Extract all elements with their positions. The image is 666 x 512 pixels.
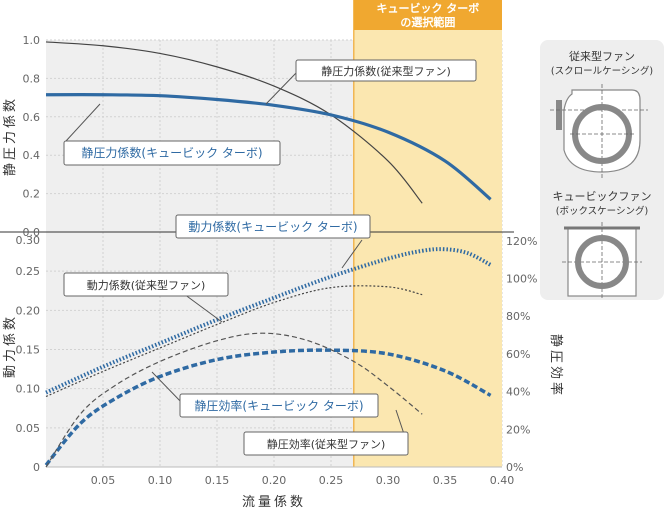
series-line-lower-0 (45, 247, 492, 395)
lower-y-tick-label: 0.15 (16, 344, 41, 357)
right-y-tick-label: 100% (506, 273, 537, 286)
right-y-tick-label: 20% (506, 423, 530, 436)
callout-text: 静圧力係数(従来型ファン) (321, 64, 451, 78)
upper-y-axis-title: 静圧力係数 (3, 96, 18, 176)
fan-diagram-panel: 従来型ファン (スクロールケーシング) キュービックファン (ボックスケーシング… (540, 40, 664, 300)
callout-conventional-power: 動力係数(従来型ファン) (63, 272, 229, 323)
callout-conventional-efficiency: 静圧効率(従来型ファン) (243, 409, 409, 456)
x-tick-label: 0.20 (262, 474, 287, 487)
x-tick-label: 0.30 (376, 474, 401, 487)
x-tick-label: 0.05 (91, 474, 116, 487)
lower-y-tick-label: 0.05 (16, 422, 41, 435)
series-line-upper-1 (45, 93, 492, 201)
upper-y-tick-label: 0.0 (23, 226, 41, 239)
callout-cubic-efficiency: 静圧効率(キュービック ターボ) (151, 371, 379, 418)
x-tick-label: 0.25 (319, 474, 344, 487)
callout-text: 静圧力係数(キュービック ターボ) (81, 145, 262, 160)
lower-y-tick-label: 0 (33, 461, 40, 474)
callout-text: 静圧効率(キュービック ターボ) (194, 398, 363, 413)
callout-cubic-power: 動力係数(キュービック ターボ) (175, 214, 371, 269)
right-y-axis-title: 静圧効率 (548, 334, 564, 398)
cubic-fan-subtitle: (ボックスケーシング) (556, 205, 648, 217)
upper-y-tick-label: 1.0 (23, 34, 41, 47)
scroll-casing-drawing (550, 84, 648, 178)
series-line-lower-3 (45, 332, 423, 468)
right-y-tick-label: 40% (506, 386, 530, 399)
upper-y-tick-label: 0.4 (23, 149, 41, 162)
selection-range-band (353, 22, 502, 467)
callout-text: 動力係数(従来型ファン) (87, 278, 206, 292)
upper-y-tick-label: 0.8 (23, 72, 41, 85)
x-tick-label: 0.40 (490, 474, 515, 487)
lower-y-tick-label: 0.20 (16, 304, 41, 317)
selection-range-label-line1: キュービック ターボ (376, 1, 479, 15)
callout-text: 静圧効率(従来型ファン) (267, 437, 386, 451)
conventional-fan-subtitle: (スクロールケーシング) (551, 65, 653, 77)
callout-conventional-static-pressure: 静圧力係数(従来型ファン) (265, 59, 477, 105)
box-casing-drawing (562, 222, 642, 300)
x-tick-label: 0.10 (148, 474, 173, 487)
selection-range-label-line2: の選択範囲 (400, 15, 455, 29)
conventional-fan-title: 従来型ファン (569, 49, 635, 63)
right-y-tick-label: 60% (506, 348, 530, 361)
upper-y-tick-label: 0.6 (23, 111, 41, 124)
lower-y-tick-label: 0.25 (16, 265, 41, 278)
callout-text: 動力係数(キュービック ターボ) (188, 219, 357, 234)
x-tick-label: 0.35 (433, 474, 458, 487)
x-axis-title: 流量係数 (242, 495, 306, 510)
series-line-upper-0 (45, 41, 423, 204)
axis-ticks: 0.05 0.10 0.15 0.20 0.25 0.30 0.35 0.400.00.20.… (16, 34, 538, 487)
upper-y-tick-label: 0.2 (23, 188, 41, 201)
right-y-tick-label: 120% (506, 235, 537, 248)
selection-range-label-box (353, 0, 502, 30)
lower-y-tick-label: 0.10 (16, 383, 41, 396)
x-tick-label: 0.15 (205, 474, 230, 487)
series-line-lower-2 (44, 348, 492, 467)
cubic-fan-title: キュービックファン (553, 190, 652, 203)
lower-y-axis-title: 動力係数 (3, 314, 18, 378)
callout-cubic-static-pressure: 静圧力係数(キュービック ターボ) (63, 103, 281, 166)
series-lines (44, 41, 492, 468)
series-line-lower-1 (45, 285, 423, 398)
right-y-tick-label: 80% (506, 310, 530, 323)
lower-y-tick-label: 0.30 (16, 234, 41, 247)
right-y-tick-label: 0% (506, 461, 523, 474)
